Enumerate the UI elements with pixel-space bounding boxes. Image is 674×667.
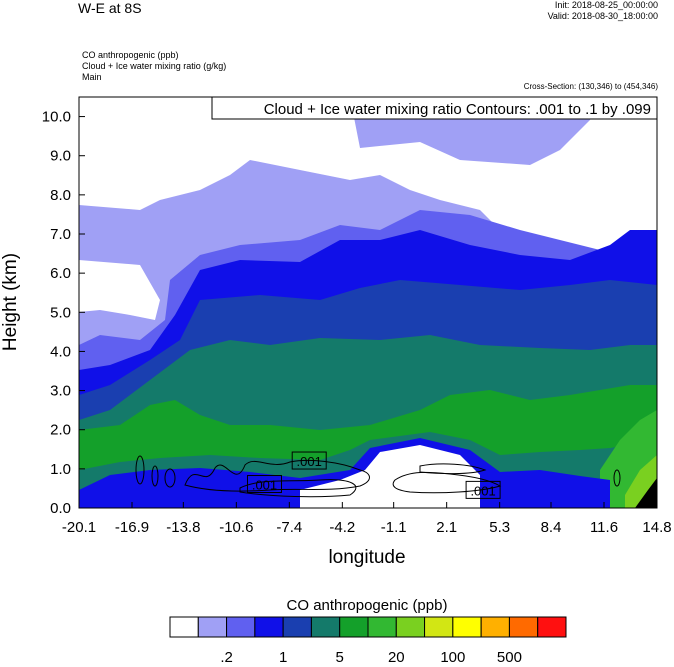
colorbar-box [226, 616, 256, 638]
y-tick-label: 1.0 [50, 461, 71, 478]
x-tick-label: -10.6 [219, 519, 253, 536]
figure-title: W-E at 8S [78, 0, 142, 16]
contour-label: .001 [470, 483, 495, 498]
x-tick-label: -4.2 [329, 519, 355, 536]
colorbar-box [310, 616, 341, 638]
x-tick-label: -7.4 [276, 519, 302, 536]
x-tick-label: 8.4 [541, 519, 562, 536]
filled-contours [79, 97, 657, 508]
colorbar-box [537, 616, 567, 638]
axis-ticks: -20.1 -16.9 -13.8 -10.6 -7.4 -4.2 -1.1 2.1 5.3 8.… [42, 109, 672, 536]
y-axis-label: Height (km) [0, 253, 21, 351]
contour-label: .001 [297, 454, 322, 469]
colorbar-label: 5 [336, 649, 344, 666]
valid-time: Valid: 2018-08-30_18:00:00 [547, 11, 658, 21]
colorbar-box [339, 616, 369, 638]
colorbar-box [452, 616, 482, 638]
y-tick-label: 9.0 [50, 148, 71, 165]
x-tick-label: -20.1 [62, 519, 96, 536]
terrain [635, 478, 657, 508]
colorbar-box [424, 616, 454, 638]
y-tick-label: 10.0 [42, 109, 71, 126]
contour-label-box [291, 451, 327, 470]
y-tick-label: 6.0 [50, 265, 71, 282]
colorbar-title: CO anthropogenic (ppb) [287, 597, 448, 614]
colorbar-label: 20 [388, 649, 405, 666]
colorbar-box [169, 616, 199, 638]
y-tick-label: 2.0 [50, 422, 71, 439]
contour-label-box [246, 475, 282, 494]
x-tick-label: 2.1 [436, 519, 457, 536]
colorbar-box [480, 616, 510, 638]
colorbar-box [197, 616, 228, 638]
colorbar-label: 500 [497, 649, 522, 666]
colorbar-box [395, 616, 426, 638]
y-tick-label: 3.0 [50, 383, 71, 400]
y-tick-label: 0.0 [50, 500, 71, 517]
band-white-surface [300, 445, 480, 508]
chart-title: Cloud + Ice water mixing ratio Contours:… [264, 101, 651, 118]
x-tick-label: -13.8 [166, 519, 200, 536]
field-co: CO anthropogenic (ppb) [82, 50, 179, 60]
x-tick-label: -16.9 [115, 519, 149, 536]
contour-label: .001 [252, 478, 277, 493]
colorbar-label: .2 [220, 649, 233, 666]
y-tick-label: 8.0 [50, 187, 71, 204]
chart-title-box: Cloud + Ice water mixing ratio Contours:… [211, 96, 658, 120]
field-cloud: Cloud + Ice water mixing ratio (g/kg) [82, 61, 227, 71]
x-axis-label: longitude [328, 547, 405, 568]
band-white-left [79, 260, 160, 320]
x-tick-label: 14.8 [642, 519, 671, 536]
colorbar-label: 1 [279, 649, 287, 666]
time-info: Init: 2018-08-25_00:00:00 Valid: 2018-08… [548, 0, 658, 22]
band-white-top [79, 97, 657, 255]
colorbar-box [508, 616, 539, 638]
colorbar-box [254, 616, 284, 638]
y-tick-label: 4.0 [50, 343, 71, 360]
contour-label-box [465, 480, 501, 499]
init-time: Init: 2018-08-25_00:00:00 [554, 0, 658, 10]
x-tick-label: 5.3 [489, 519, 510, 536]
colorbar: .2 1 5 20 100 500 [169, 616, 567, 666]
y-tick-label: 7.0 [50, 226, 71, 243]
contour-labels: .001 .001 .001 [246, 451, 501, 499]
field-info: CO anthropogenic (ppb) Cloud + Ice water… [82, 50, 226, 83]
x-tick-label: -1.1 [381, 519, 407, 536]
field-domain: Main [82, 72, 102, 82]
cloud-contours [135, 455, 621, 498]
cross-section-label: Cross-Section: (130,346) to (454,346) [523, 82, 658, 91]
x-tick-label: 11.6 [590, 519, 618, 536]
y-tick-label: 5.0 [50, 304, 71, 321]
colorbar-box [367, 616, 397, 638]
colorbar-box [282, 616, 312, 638]
colorbar-label: 100 [440, 649, 465, 666]
